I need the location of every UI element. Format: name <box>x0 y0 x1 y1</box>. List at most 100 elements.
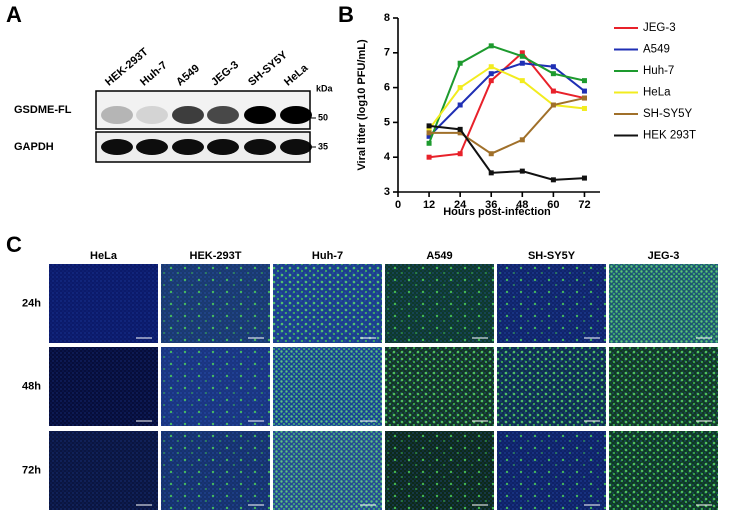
micrograph-signal <box>497 431 606 510</box>
y-tick-label: 5 <box>384 116 390 128</box>
y-tick-label: 6 <box>384 82 390 94</box>
point-marker <box>581 95 587 101</box>
series-line <box>428 62 586 138</box>
x-axis-title: Hours post-infection <box>443 206 551 218</box>
micrograph-signal <box>161 431 270 510</box>
point-marker <box>519 168 525 174</box>
blot-band <box>172 106 204 124</box>
point-marker <box>581 88 587 94</box>
point-marker <box>457 151 463 157</box>
blot-band <box>136 106 168 124</box>
row-label: 72h <box>22 464 41 476</box>
point-marker <box>550 71 556 77</box>
micrograph-signal <box>161 347 270 426</box>
point-marker <box>581 78 587 84</box>
point-marker <box>488 78 494 84</box>
column-label: JEG-3 <box>648 250 680 262</box>
micrograph-signal <box>273 264 382 343</box>
x-tick-label: 72 <box>578 199 590 211</box>
blot-band <box>280 139 312 155</box>
series-line <box>428 44 585 144</box>
point-marker <box>426 126 432 132</box>
blot-band <box>101 139 133 155</box>
point-marker <box>426 154 432 160</box>
y-tick-label: 7 <box>384 47 390 59</box>
blot-band <box>280 106 312 124</box>
series-line <box>428 51 585 159</box>
legend-label: HEK 293T <box>643 130 696 142</box>
legend-label: SH-SY5Y <box>643 108 693 120</box>
blot-band <box>244 106 276 124</box>
blot-frame <box>95 90 311 130</box>
unit-label: kDa <box>316 83 334 93</box>
micrograph-signal <box>161 264 270 343</box>
micrograph-signal <box>273 347 382 426</box>
panel-label: A <box>6 2 22 27</box>
point-marker <box>550 88 556 94</box>
x-tick-label: 60 <box>547 199 559 211</box>
point-marker <box>488 64 494 70</box>
blot-band <box>244 139 276 155</box>
micrograph-signal <box>609 347 718 426</box>
micrograph-nuclei <box>49 431 158 510</box>
micrograph-signal <box>273 431 382 510</box>
panel-label: C <box>6 232 22 257</box>
point-marker <box>581 175 587 181</box>
micrograph-signal <box>609 264 718 343</box>
micrograph-signal <box>385 431 494 510</box>
y-tick-label: 8 <box>384 12 390 24</box>
micrograph-nuclei <box>49 264 158 343</box>
column-label: SH-SY5Y <box>528 250 576 262</box>
point-marker <box>488 151 494 157</box>
point-marker <box>457 130 463 136</box>
column-label: Huh-7 <box>312 250 343 262</box>
legend-label: A549 <box>643 44 670 56</box>
micrograph-signal <box>497 264 606 343</box>
x-tick-label: 48 <box>516 199 528 211</box>
blot-band <box>101 106 133 124</box>
lane-label: A549 <box>174 62 202 88</box>
blot-band <box>172 139 204 155</box>
blot-band <box>207 139 239 155</box>
y-tick-label: 4 <box>384 151 391 163</box>
point-marker <box>519 50 525 56</box>
point-marker <box>519 78 525 84</box>
point-marker <box>550 177 556 183</box>
lane-label: JEG-3 <box>209 59 241 89</box>
blot-band <box>207 106 239 124</box>
row-label: 48h <box>22 380 41 392</box>
panel-a: A GSDME-FL GAPDH kDa 50 35 HEK-293THuh-7… <box>6 2 334 163</box>
marker-label: 50 <box>318 112 328 122</box>
series-line <box>428 124 585 181</box>
micrograph-signal <box>497 347 606 426</box>
lane-label: HeLa <box>282 61 311 88</box>
legend-label: HeLa <box>643 87 671 99</box>
row-label: 24h <box>22 297 41 309</box>
point-marker <box>488 71 494 77</box>
panel-label: B <box>338 2 354 27</box>
point-marker <box>550 64 556 70</box>
series-line <box>429 97 585 155</box>
panel-c: C HeLa HEK-293T Huh-7 A549 SH-SY5Y JEG-3 24h 48… <box>6 232 718 510</box>
lane-label: Huh-7 <box>138 59 170 88</box>
micrograph-signal <box>385 347 494 426</box>
point-marker <box>519 53 525 59</box>
point-marker <box>426 130 432 136</box>
y-tick-label: 3 <box>384 186 390 198</box>
micrograph-signal <box>385 264 494 343</box>
point-marker <box>519 137 525 143</box>
x-tick-label: 12 <box>423 199 435 211</box>
column-label: HeLa <box>90 250 118 262</box>
row-label: GSDME-FL <box>14 104 72 116</box>
point-marker <box>457 102 463 108</box>
point-marker <box>426 123 432 129</box>
point-marker <box>550 102 556 108</box>
legend-label: Huh-7 <box>643 65 674 77</box>
x-tick-label: 0 <box>395 199 401 211</box>
point-marker <box>426 133 432 139</box>
marker-label: 35 <box>318 141 328 151</box>
x-tick-label: 36 <box>485 199 497 211</box>
row-label: GAPDH <box>14 141 54 153</box>
micrograph-signal <box>609 431 718 510</box>
